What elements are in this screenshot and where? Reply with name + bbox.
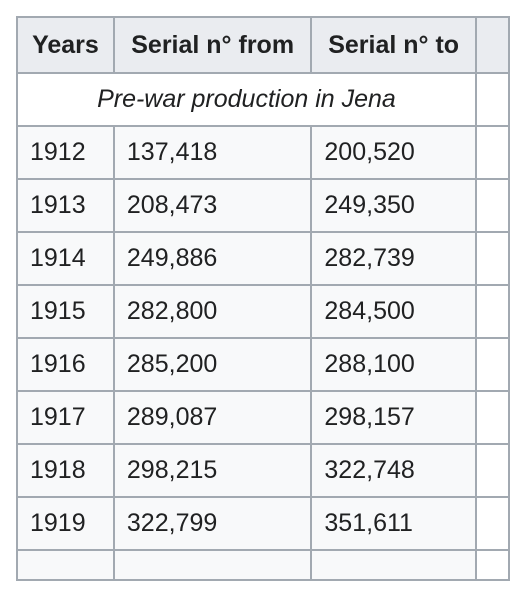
table-row: 1919 322,799 351,611	[16, 496, 510, 551]
table-row: 1916 285,200 288,100	[16, 337, 510, 392]
cell-year: 1915	[16, 284, 115, 339]
cell-serial-to: 288,100	[310, 337, 477, 392]
column-header-serial-from: Serial n° from	[112, 16, 313, 74]
column-header-serial-to: Serial n° to	[310, 16, 477, 74]
table-cell-extra	[474, 125, 510, 180]
cell-year: 1914	[16, 231, 115, 286]
table-row: 1917 289,087 298,157	[16, 390, 510, 445]
table-row: 1915 282,800 284,500	[16, 284, 510, 339]
table-cell-empty	[310, 549, 477, 581]
table-cell-extra	[474, 72, 510, 127]
cell-serial-to: 322,748	[310, 443, 477, 498]
cell-serial-to: 200,520	[310, 125, 477, 180]
header-row: Years Serial n° from Serial n° to	[16, 16, 510, 74]
section-row: Pre-war production in Jena	[16, 72, 510, 127]
cell-serial-from: 282,800	[112, 284, 313, 339]
table-row-partial	[16, 549, 510, 581]
table-cell-extra	[474, 549, 510, 581]
table-cell-empty	[112, 549, 313, 581]
table-cell-extra	[474, 496, 510, 551]
column-header-years: Years	[16, 16, 115, 74]
cell-serial-from: 249,886	[112, 231, 313, 286]
table-row: 1918 298,215 322,748	[16, 443, 510, 498]
table-cell-extra	[474, 390, 510, 445]
cell-year: 1913	[16, 178, 115, 233]
cell-year: 1912	[16, 125, 115, 180]
cell-serial-from: 208,473	[112, 178, 313, 233]
table-cell-extra	[474, 178, 510, 233]
column-header-extra	[474, 16, 510, 74]
table-row: 1913 208,473 249,350	[16, 178, 510, 233]
cell-serial-from: 137,418	[112, 125, 313, 180]
cell-year: 1916	[16, 337, 115, 392]
table-row: 1912 137,418 200,520	[16, 125, 510, 180]
cell-serial-from: 289,087	[112, 390, 313, 445]
section-title: Pre-war production in Jena	[16, 72, 477, 127]
cell-serial-to: 351,611	[310, 496, 477, 551]
table-cell-empty	[16, 549, 115, 581]
cell-serial-to: 282,739	[310, 231, 477, 286]
cell-serial-from: 298,215	[112, 443, 313, 498]
table-cell-extra	[474, 231, 510, 286]
table-cell-extra	[474, 337, 510, 392]
serial-number-table: Years Serial n° from Serial n° to Pre-wa…	[16, 16, 510, 581]
cell-serial-from: 322,799	[112, 496, 313, 551]
cell-year: 1919	[16, 496, 115, 551]
cell-serial-to: 249,350	[310, 178, 477, 233]
cell-serial-to: 298,157	[310, 390, 477, 445]
table-cell-extra	[474, 443, 510, 498]
table-row: 1914 249,886 282,739	[16, 231, 510, 286]
cell-serial-from: 285,200	[112, 337, 313, 392]
cell-serial-to: 284,500	[310, 284, 477, 339]
cell-year: 1917	[16, 390, 115, 445]
cell-year: 1918	[16, 443, 115, 498]
table-cell-extra	[474, 284, 510, 339]
